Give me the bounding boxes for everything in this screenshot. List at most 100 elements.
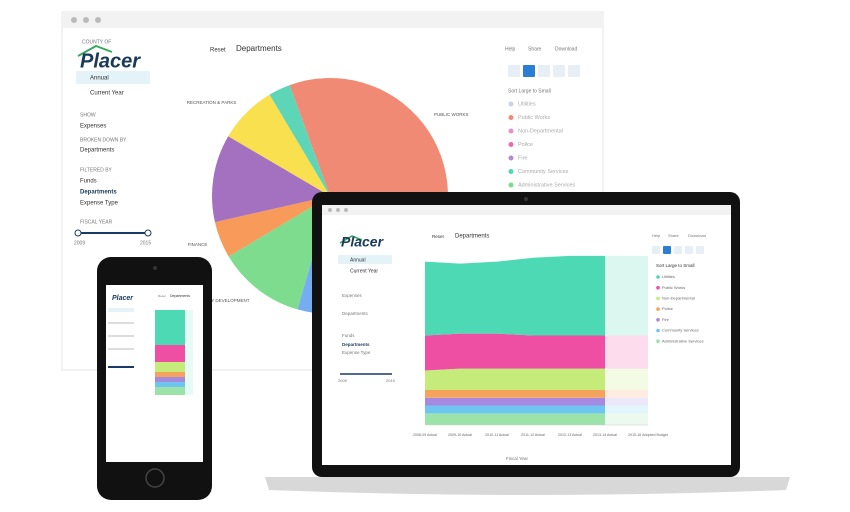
legend-entry[interactable]: Administrative Services bbox=[662, 338, 704, 343]
legend-entry[interactable]: Community Services bbox=[662, 328, 699, 333]
legend-entry[interactable]: Administrative Services bbox=[518, 182, 575, 188]
filter[interactable]: Expense Type bbox=[80, 201, 119, 207]
legend-entry[interactable]: Utilities bbox=[518, 101, 536, 107]
title-bar bbox=[322, 205, 731, 215]
mini-area bbox=[155, 387, 185, 395]
area-projection bbox=[605, 335, 648, 369]
chart-type-icon[interactable] bbox=[652, 246, 660, 254]
x-tick-label: 2013-14 Actual bbox=[593, 433, 617, 437]
chart-type-icon[interactable] bbox=[553, 65, 565, 77]
sort[interactable]: Sort Large to Small bbox=[656, 263, 695, 268]
legend-swatch bbox=[656, 339, 660, 344]
slider-handle[interactable] bbox=[144, 229, 152, 237]
area-layer bbox=[425, 255, 605, 336]
legend-swatch bbox=[656, 328, 660, 333]
area-projection bbox=[605, 405, 648, 414]
sort[interactable]: Sort Large to Small bbox=[508, 88, 551, 94]
sidebar-item bbox=[108, 322, 134, 324]
year: 2015 bbox=[140, 240, 151, 246]
area-layer bbox=[425, 390, 605, 398]
chart-title: Departments bbox=[170, 294, 190, 298]
area-projection bbox=[605, 413, 648, 425]
chart-title: Departments bbox=[236, 44, 282, 53]
view[interactable]: Current Year bbox=[350, 268, 378, 274]
year: 2009 bbox=[338, 378, 348, 383]
pie-slice bbox=[214, 196, 330, 257]
select[interactable]: Expenses bbox=[342, 293, 363, 298]
chart-type-icon[interactable] bbox=[568, 65, 580, 77]
legend-entry[interactable]: Public Works bbox=[662, 285, 685, 290]
chart-type-icon[interactable] bbox=[663, 246, 671, 254]
legend-swatch bbox=[508, 128, 514, 134]
label: FISCAL YEAR bbox=[80, 219, 113, 225]
mini-area bbox=[155, 362, 185, 372]
filter[interactable]: Funds bbox=[342, 333, 355, 338]
chart-type-icon[interactable] bbox=[696, 246, 704, 254]
view[interactable]: Current Year bbox=[90, 91, 124, 97]
brand: Placer bbox=[80, 50, 141, 72]
sidebar-item bbox=[108, 366, 134, 368]
chart-type-icon[interactable] bbox=[523, 65, 535, 77]
mini-projection bbox=[185, 310, 193, 395]
legend-entry[interactable]: Fire bbox=[662, 317, 670, 322]
legend-swatch bbox=[508, 169, 514, 174]
select[interactable]: Departments bbox=[342, 311, 369, 316]
filter[interactable]: Departments bbox=[342, 342, 370, 347]
view-highlight bbox=[338, 255, 392, 264]
legend-entry[interactable]: Non-Departmental bbox=[662, 295, 695, 300]
x-tick-label: 2009-10 Actual bbox=[448, 433, 472, 437]
x-tick-label: 2008-09 Actual bbox=[413, 433, 437, 437]
filter[interactable]: Expense Type bbox=[342, 350, 371, 355]
chart-type-icon[interactable] bbox=[674, 246, 682, 254]
select[interactable]: Expenses bbox=[80, 124, 106, 130]
chart-type-icon[interactable] bbox=[538, 65, 550, 77]
menu[interactable]: Share bbox=[668, 233, 679, 238]
select[interactable]: Departments bbox=[80, 148, 114, 154]
legend-swatch bbox=[656, 318, 660, 322]
menu[interactable]: Download bbox=[688, 233, 706, 238]
mini-area bbox=[155, 310, 185, 345]
area-layer bbox=[425, 368, 605, 390]
legend-swatch bbox=[508, 101, 514, 107]
legend-swatch bbox=[508, 155, 514, 161]
legend-entry[interactable]: Non-Departmental bbox=[518, 128, 563, 134]
legend-entry[interactable]: Public Works bbox=[518, 115, 550, 121]
x-tick-label: 2015-16 Adopted Budget bbox=[628, 433, 668, 437]
legend-swatch bbox=[656, 307, 660, 311]
brand-caption: COUNTY OF bbox=[82, 39, 111, 45]
legend-swatch bbox=[508, 182, 514, 188]
slice-label: FINANCE bbox=[188, 242, 208, 247]
filter[interactable]: Departments bbox=[80, 190, 117, 196]
chart-type-icon[interactable] bbox=[685, 246, 693, 254]
menu[interactable]: Help bbox=[505, 46, 516, 52]
menu[interactable]: Share bbox=[528, 46, 542, 52]
chart-type-icon[interactable] bbox=[508, 65, 520, 77]
reset[interactable]: Reset bbox=[432, 234, 445, 239]
camera bbox=[524, 197, 528, 201]
title-bar bbox=[62, 12, 603, 28]
view[interactable]: Annual bbox=[350, 257, 366, 263]
legend-swatch bbox=[656, 275, 660, 279]
dot bbox=[336, 208, 340, 212]
year: 2009 bbox=[74, 240, 85, 246]
legend-entry[interactable]: Police bbox=[662, 306, 674, 311]
area-chart: 2008-09 Actual 2009-10 Actual 2010-11 Actu… bbox=[413, 255, 668, 437]
menu[interactable]: Download bbox=[555, 46, 577, 52]
legend: Utilities Public Works Non-Departmental Pol… bbox=[656, 274, 704, 344]
legend-entry[interactable]: Community Services bbox=[518, 169, 569, 175]
home-button[interactable] bbox=[145, 468, 165, 488]
legend-entry[interactable]: Police bbox=[518, 142, 533, 148]
legend-entry[interactable]: Utilities bbox=[662, 274, 675, 279]
view-highlight bbox=[76, 71, 150, 84]
view[interactable]: Annual bbox=[90, 76, 109, 82]
menu[interactable]: Help bbox=[652, 233, 661, 238]
reset[interactable]: Reset bbox=[158, 294, 166, 298]
legend-entry[interactable]: Fire bbox=[518, 155, 527, 161]
slider-handle[interactable] bbox=[74, 229, 82, 237]
reset[interactable]: Reset bbox=[210, 48, 226, 54]
brand: Placer bbox=[341, 234, 385, 250]
x-tick-label: 2010-11 Actual bbox=[485, 433, 509, 437]
desktop-window: COUNTY OF Placer Annual Current Year SHO… bbox=[61, 11, 604, 371]
area-projection bbox=[605, 255, 648, 336]
filter[interactable]: Funds bbox=[80, 179, 97, 185]
